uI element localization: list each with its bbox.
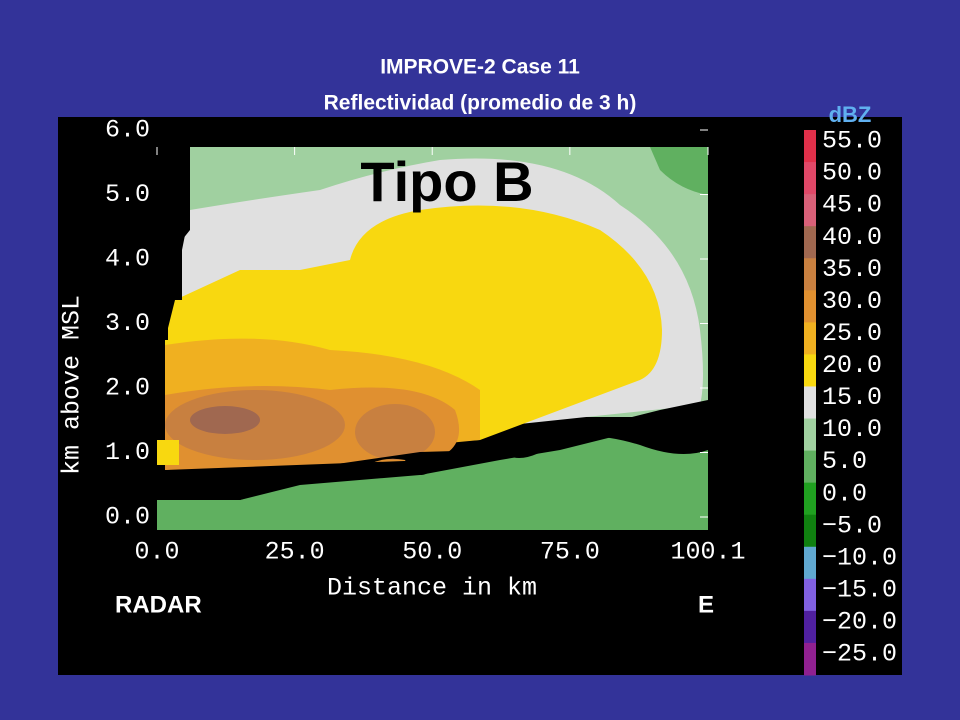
colorbar-swatch bbox=[804, 514, 816, 548]
title-line: Reflectividad (promedio de 3 h) bbox=[324, 92, 637, 115]
colorbar-swatch bbox=[804, 290, 816, 323]
x-tick-label: 100.1 bbox=[670, 538, 745, 567]
colorbar-swatch bbox=[804, 162, 816, 195]
annotation: Tipo B bbox=[360, 150, 533, 213]
y-tick-label: 0.0 bbox=[105, 503, 150, 532]
y-axis-label: km above MSL bbox=[58, 295, 87, 475]
colorbar-tick-label: 25.0 bbox=[822, 319, 882, 348]
colorbar-swatch bbox=[804, 130, 816, 163]
colorbar-tick-label: 30.0 bbox=[822, 287, 882, 316]
colorbar-tick-label: 55.0 bbox=[822, 127, 882, 156]
colorbar-swatch bbox=[804, 482, 816, 516]
x-tick-label: 0.0 bbox=[134, 538, 179, 567]
colorbar-tick-label: −25.0 bbox=[822, 640, 897, 669]
field-40 bbox=[190, 406, 260, 434]
colorbar-tick-label: 5.0 bbox=[822, 447, 867, 476]
colorbar-tick-label: 0.0 bbox=[822, 479, 867, 508]
terrain-left bbox=[157, 117, 190, 340]
colorbar-tick-label: −20.0 bbox=[822, 607, 897, 636]
contour-fields bbox=[157, 117, 708, 530]
colorbar-swatch bbox=[804, 194, 816, 227]
colorbar-swatch bbox=[804, 386, 816, 420]
title-line: IMPROVE-2 Case 11 bbox=[380, 56, 580, 79]
colorbar-tick-label: 35.0 bbox=[822, 255, 882, 284]
colorbar-swatch bbox=[804, 610, 816, 644]
field-5 bbox=[650, 147, 708, 195]
field-5-low bbox=[157, 420, 708, 530]
colorbar-tick-label: 40.0 bbox=[822, 223, 882, 252]
colorbar-swatch bbox=[804, 258, 816, 291]
colorbar-tick-label: 20.0 bbox=[822, 351, 882, 380]
colorbar-swatch bbox=[804, 322, 816, 355]
x-axis-label: Distance in km bbox=[327, 574, 537, 603]
y-tick-label: 1.0 bbox=[105, 438, 150, 467]
colorbar-tick-label: −5.0 bbox=[822, 511, 882, 540]
colorbar-swatch bbox=[804, 578, 816, 612]
field-35b bbox=[355, 404, 435, 460]
terrain-shadow bbox=[165, 400, 708, 500]
colorbar-tick-label: 45.0 bbox=[822, 191, 882, 220]
y-tick-label: 6.0 bbox=[105, 116, 150, 145]
colorbar-tick-label: 10.0 bbox=[822, 415, 882, 444]
colorbar-swatch bbox=[804, 642, 816, 676]
y-tick-label: 2.0 bbox=[105, 374, 150, 403]
x-tick-label: 75.0 bbox=[540, 538, 600, 567]
colorbar-tick-label: 50.0 bbox=[822, 159, 882, 188]
x-tick-label: 25.0 bbox=[265, 538, 325, 567]
right-label: E bbox=[698, 591, 714, 618]
y-tick-label: 5.0 bbox=[105, 180, 150, 209]
y-tick-label: 4.0 bbox=[105, 245, 150, 274]
left-label: RADAR bbox=[115, 591, 202, 618]
x-tick-label: 50.0 bbox=[402, 538, 462, 567]
field-20b bbox=[157, 440, 179, 465]
colorbar-tick-label: −10.0 bbox=[822, 543, 897, 572]
colorbar-swatch bbox=[804, 226, 816, 259]
colorbar-swatch bbox=[804, 546, 816, 580]
colorbar-swatch bbox=[804, 354, 816, 387]
colorbar-tick-label: −15.0 bbox=[822, 575, 897, 604]
colorbar-swatch bbox=[804, 418, 816, 452]
colorbar-swatch bbox=[804, 450, 816, 484]
colorbar-tick-label: 15.0 bbox=[822, 383, 882, 412]
y-tick-label: 3.0 bbox=[105, 309, 150, 338]
colorbar-label: dBZ bbox=[829, 102, 872, 127]
